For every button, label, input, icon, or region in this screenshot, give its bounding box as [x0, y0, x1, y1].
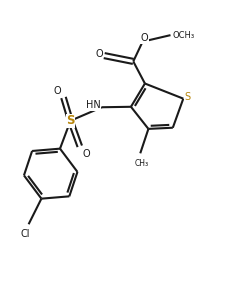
Text: CH₃: CH₃: [134, 159, 149, 168]
Text: S: S: [66, 114, 75, 127]
Text: OCH₃: OCH₃: [172, 31, 194, 40]
Text: HN: HN: [86, 101, 101, 110]
Text: O: O: [54, 86, 61, 96]
Text: O: O: [82, 149, 90, 159]
Text: Cl: Cl: [20, 229, 30, 239]
Text: O: O: [95, 49, 103, 59]
Text: O: O: [141, 33, 148, 43]
Text: S: S: [184, 92, 190, 103]
